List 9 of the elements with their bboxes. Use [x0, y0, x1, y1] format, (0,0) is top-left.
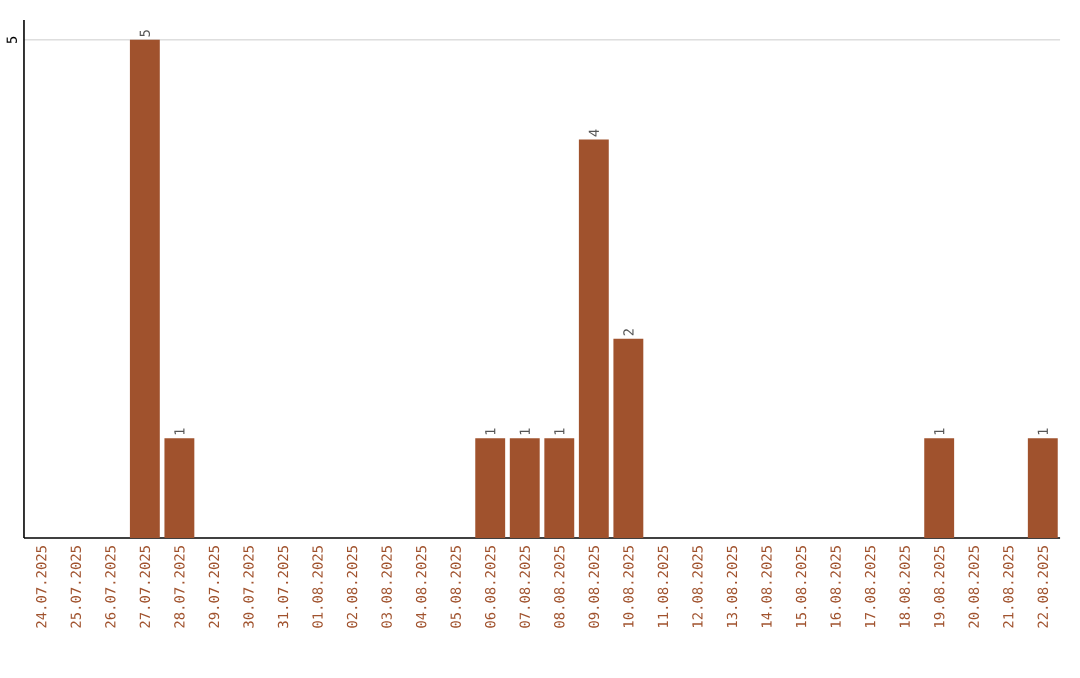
bar: [924, 438, 955, 539]
bar: [578, 139, 609, 539]
bar: [613, 339, 644, 539]
bar: [509, 438, 540, 539]
bar: [129, 40, 160, 539]
bar: [475, 438, 506, 539]
bar: [544, 438, 575, 539]
bar: [1027, 438, 1058, 539]
bar: [164, 438, 195, 539]
